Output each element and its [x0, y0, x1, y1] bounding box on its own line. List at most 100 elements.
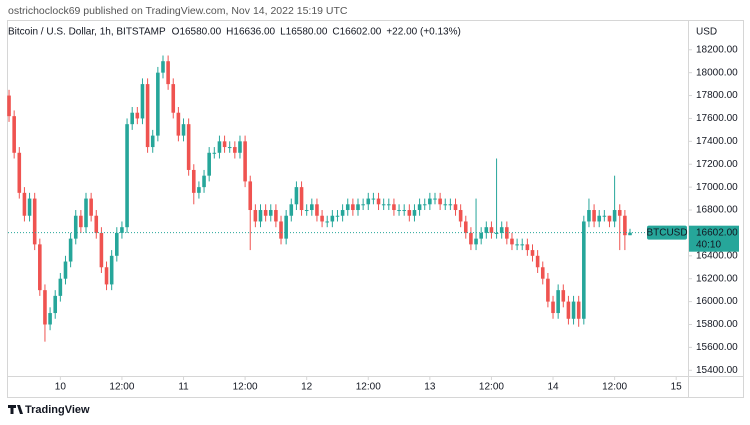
- candle-body: [258, 210, 263, 222]
- brand-logo: [8, 405, 23, 414]
- candle-body: [412, 210, 417, 216]
- x-tick-label: 12:00: [109, 382, 134, 393]
- candle-body: [535, 255, 540, 268]
- candle-body: [227, 147, 232, 149]
- candle-body: [356, 204, 360, 211]
- candle-body: [186, 124, 191, 170]
- legend-value: 16602.00: [340, 27, 382, 38]
- candle-body: [597, 215, 602, 222]
- candle-body: [7, 95, 11, 117]
- candle-body: [530, 250, 535, 256]
- candle-body: [48, 313, 52, 325]
- y-tick-label: 15400.00: [696, 365, 738, 376]
- candle-body: [135, 112, 140, 119]
- candle-body: [474, 238, 478, 245]
- candle-body: [161, 61, 165, 73]
- candle-body: [320, 215, 324, 222]
- candle-body: [576, 301, 581, 319]
- y-tick-label: 16800.00: [696, 205, 738, 216]
- symbol-tag-box: [647, 225, 687, 240]
- candle-body: [73, 215, 78, 239]
- candle-body: [330, 215, 335, 222]
- y-tick-label: 17000.00: [696, 182, 738, 193]
- candle-body: [381, 204, 386, 206]
- candle-body: [171, 84, 176, 113]
- candle-body: [84, 198, 88, 228]
- candle-body: [469, 232, 473, 245]
- candle-body: [310, 204, 314, 211]
- candle-body: [540, 267, 545, 279]
- candle-body: [438, 198, 442, 205]
- candle-body: [340, 210, 345, 216]
- candle-body: [207, 152, 211, 176]
- candle-body: [417, 204, 422, 211]
- candle-body: [217, 141, 222, 153]
- ohlc-legend: Bitcoin / U.S. Dollar, 1h, BITSTAMP O 1658…: [8, 27, 461, 38]
- candle-body: [489, 227, 494, 233]
- x-tick-label: 12:00: [356, 382, 381, 393]
- candle-body: [428, 198, 432, 205]
- candle-body: [361, 204, 365, 206]
- candle-body: [222, 141, 227, 148]
- price-tag-box: [689, 225, 739, 252]
- candle-body: [515, 244, 519, 246]
- candle-body: [166, 61, 170, 85]
- candle-body: [315, 204, 319, 216]
- candle-body: [561, 290, 566, 302]
- candle-body: [145, 84, 150, 148]
- candle-body: [125, 124, 129, 228]
- candle-body: [376, 198, 381, 205]
- candle-body: [453, 204, 458, 211]
- candle-body: [299, 187, 304, 211]
- candle-body: [433, 198, 437, 200]
- candle-body: [325, 221, 330, 223]
- y-tick-label: 16200.00: [696, 273, 738, 284]
- candle-body: [345, 204, 350, 211]
- candle-body: [268, 210, 273, 216]
- candle-body: [371, 198, 376, 200]
- candle-body: [156, 72, 160, 136]
- candle-body: [243, 141, 247, 182]
- byline: ostrichoclock69 published on TradingView…: [8, 5, 348, 17]
- candle-body: [274, 210, 278, 222]
- candle-body: [294, 187, 299, 205]
- x-tick-label: 15: [671, 382, 683, 393]
- candle-body: [304, 210, 309, 212]
- y-tick-label: 17800.00: [696, 90, 738, 101]
- candle-body: [99, 232, 104, 268]
- y-tick-label: 16000.00: [696, 296, 738, 307]
- candle-body: [115, 232, 119, 256]
- candle-body: [27, 198, 32, 216]
- candle-body: [63, 261, 68, 279]
- x-tick-label: 11: [178, 382, 189, 393]
- legend-value: 16580.00: [179, 27, 221, 38]
- y-tick-label: 18200.00: [696, 44, 738, 55]
- candle-body: [551, 301, 555, 314]
- candle-body: [556, 290, 560, 314]
- candle-body: [617, 210, 622, 216]
- candle-body: [12, 116, 16, 153]
- candle-body: [623, 215, 627, 236]
- y-tick-label: 16400.00: [696, 250, 738, 261]
- countdown: 40:10: [696, 239, 721, 250]
- candle-body: [22, 192, 27, 216]
- candle-body: [202, 175, 206, 188]
- candle-body: [494, 232, 499, 234]
- x-tick-label: 12:00: [233, 382, 258, 393]
- legend-value: 16580.00: [286, 27, 328, 38]
- candle-body: [197, 187, 201, 193]
- candle-body: [94, 215, 99, 233]
- candle-body: [566, 301, 571, 319]
- candle-body: [592, 210, 596, 222]
- y-tick-label: 17200.00: [696, 159, 738, 170]
- candle-body: [484, 227, 489, 233]
- candle-body: [387, 204, 391, 206]
- chart-title: Bitcoin / U.S. Dollar, 1h, BITSTAMP: [8, 27, 166, 38]
- legend-value: 16636.00: [233, 27, 275, 38]
- x-tick-label: 12:00: [479, 382, 504, 393]
- currency: USD: [696, 27, 717, 38]
- candle-body: [546, 278, 550, 302]
- candle-body: [279, 221, 283, 239]
- candle-body: [582, 221, 586, 319]
